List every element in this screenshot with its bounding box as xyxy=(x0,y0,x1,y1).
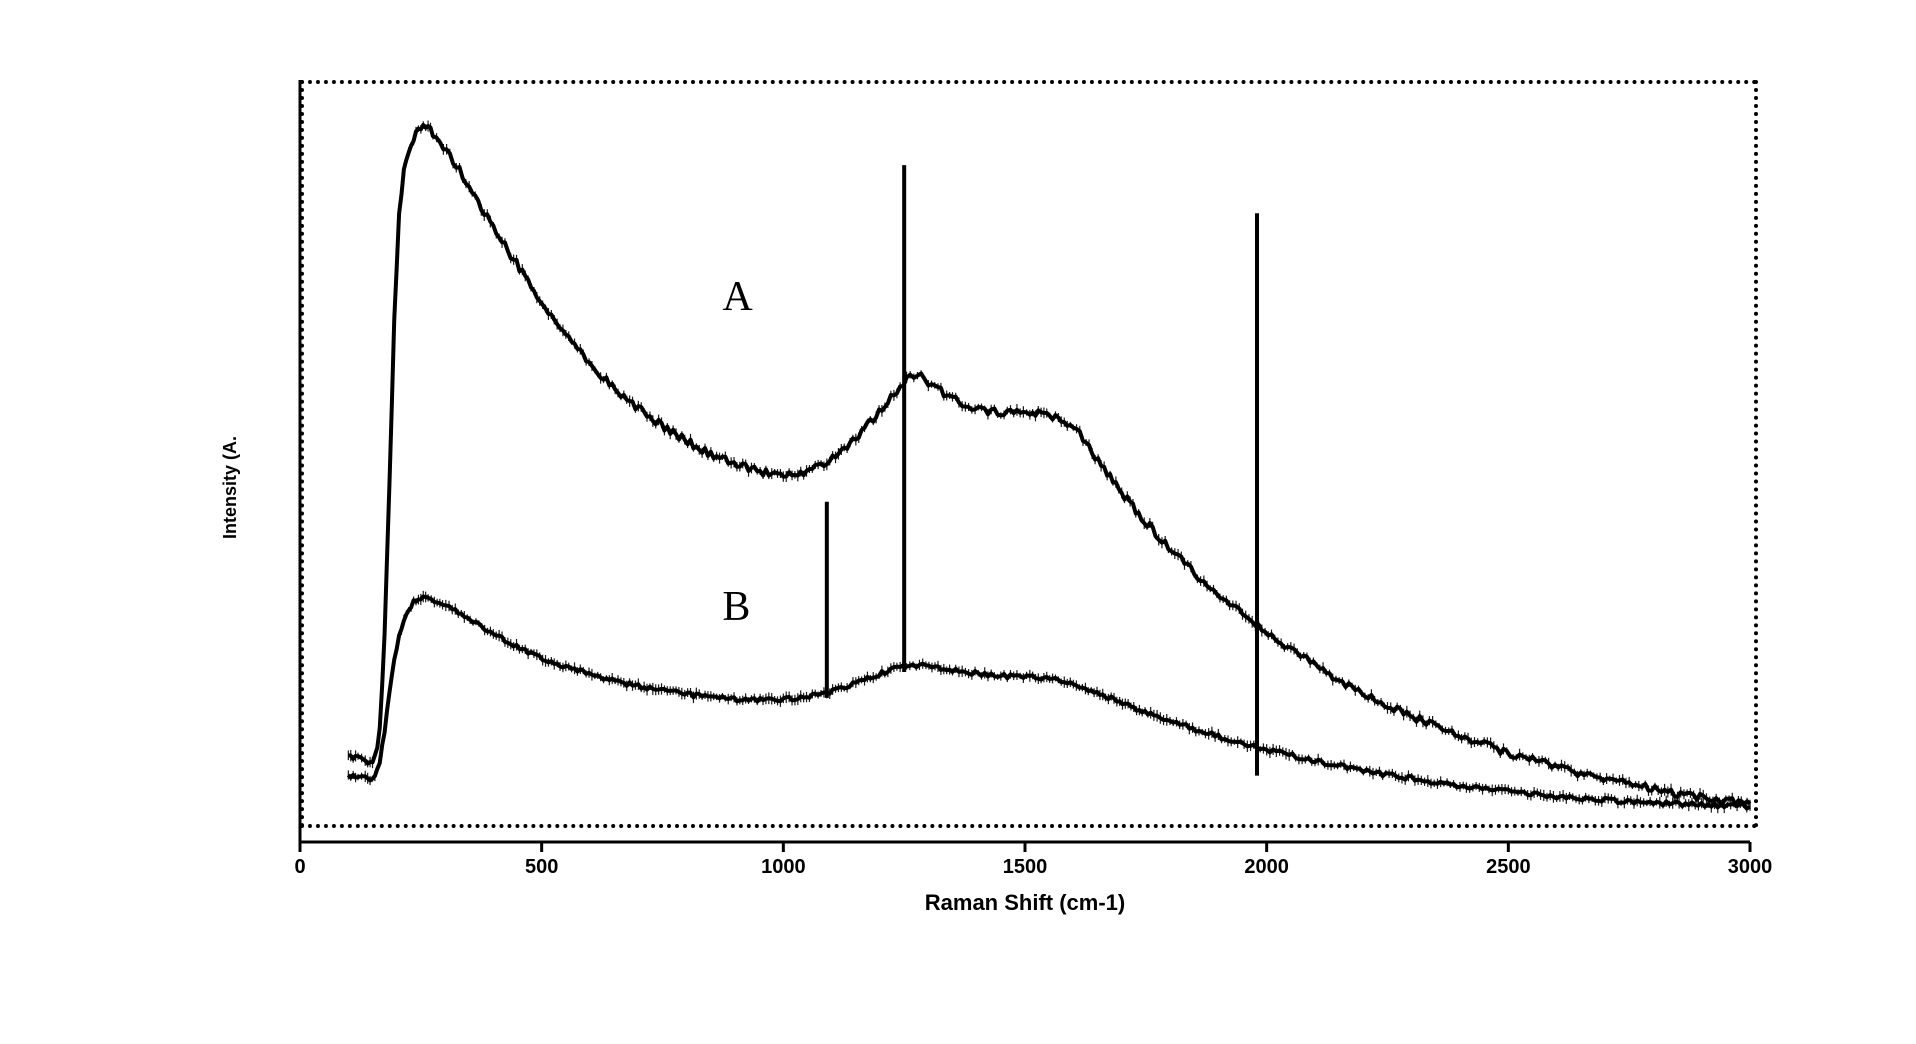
chart-svg xyxy=(180,60,1800,980)
x-tick-label: 500 xyxy=(525,856,558,879)
x-tick-label: 1000 xyxy=(761,856,806,879)
x-tick-label: 3000 xyxy=(1728,856,1773,879)
x-axis-title: Raman Shift (cm-1) xyxy=(925,890,1125,916)
y-axis-title: Intensity (A. xyxy=(220,436,241,539)
x-tick-label: 2000 xyxy=(1244,856,1289,879)
x-tick-label: 2500 xyxy=(1486,856,1531,879)
x-tick-label: 1500 xyxy=(1003,856,1048,879)
series-label-B: B xyxy=(722,583,750,631)
raman-chart: Intensity (A. Raman Shift (cm-1) 0 500 100… xyxy=(180,60,1800,980)
series-label-A: A xyxy=(722,273,752,321)
x-tick-label: 0 xyxy=(294,856,305,879)
